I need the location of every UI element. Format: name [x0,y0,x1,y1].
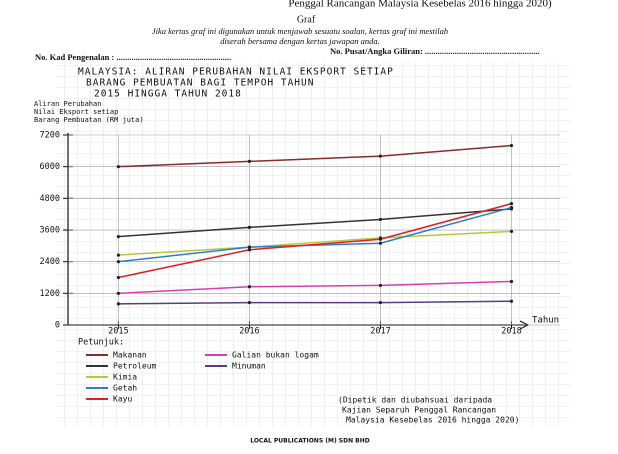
source-note: Kajian Separuh Penggal Rancangan [342,406,496,415]
y-tick-label: 7200 [40,131,60,141]
data-point [509,202,514,206]
x-tick-label: 2015 [108,327,128,337]
series-line [118,144,512,168]
data-point [116,234,121,239]
x-tick-label: 2017 [370,327,390,337]
data-point [378,300,383,305]
y-tick-label: 4800 [40,194,60,204]
legend-label: Makanan [113,351,147,360]
y-tick-label: 3600 [40,226,60,236]
source-note: Malaysia Kesebelas 2016 hingga 2020) [346,416,519,425]
instruction: diserah bersama dengan kertas jawapan an… [220,36,380,46]
series-line [118,208,512,238]
data-point [247,248,252,252]
data-point [116,260,121,264]
series-line [118,202,512,279]
id-field: No. Kad Pengenalan : ...................… [35,52,231,62]
data-point [509,143,514,148]
footer: LOCAL PUBLICATIONS (M) SDN BHD [250,438,370,445]
y-tick-label: 6000 [40,162,60,172]
legend-label: Petroleum [113,362,157,371]
data-point [247,245,252,249]
data-point [509,279,514,284]
data-point [116,253,121,257]
data-point [247,300,252,305]
x-tick-label: 2016 [239,327,259,337]
chart-title: MALAYSIA: ALIRAN PERUBAHAN NILAI EKSPORT… [78,67,394,78]
chart-title: 2015 HINGGA TAHUN 2018 [94,89,242,100]
data-point [378,217,383,222]
center-field: No. Pusat/Angka Giliran: ...............… [330,46,540,56]
data-point [509,299,514,303]
data-point [247,225,252,229]
data-point [378,237,383,241]
y-tick-label: 2400 [40,257,60,267]
data-point [116,165,121,169]
legend-label: Minuman [232,362,266,371]
data-point [247,285,252,289]
y-axis-label: Aliran Perubahan [34,100,101,108]
data-point [378,154,383,158]
source-note: (Dipetik dan diubahsuai daripada [338,396,492,405]
chart: MALAYSIA: ALIRAN PERUBAHAN NILAI EKSPORT… [34,67,560,425]
data-point [378,283,383,288]
header: Penggal Rancangan Malaysia Kesebelas 201… [288,0,552,10]
y-axis-label: Barang Pembuatan (RM juta) [34,116,144,124]
series-line [118,300,512,305]
series-line [118,280,512,295]
y-axis-label: Nilai Eksport setiap [34,108,118,116]
chart-title: BARANG PEMBUATAN BAGI TEMPOH TAHUN [86,78,314,89]
data-point [116,291,121,295]
data-point [247,159,252,163]
data-point [378,241,383,245]
legend-label: Getah [113,384,137,393]
legend-title: Petunjuk: [78,338,124,348]
data-point [116,302,121,306]
series-line [118,230,512,256]
x-tick-label: 2018 [501,327,521,337]
data-point [509,205,514,210]
legend-label: Galian bukan logam [232,351,319,360]
x-axis-label: Tahun [532,316,559,326]
legend-label: Kayu [113,395,132,404]
y-tick-label: 1200 [40,289,60,299]
data-point [509,229,514,233]
y-tick-label: 0 [55,321,60,331]
legend-label: Kimia [113,373,137,382]
instruction: Jika kertas graf ini digunakan untuk men… [152,26,448,36]
data-point [116,275,121,280]
heading: Graf [297,14,316,25]
